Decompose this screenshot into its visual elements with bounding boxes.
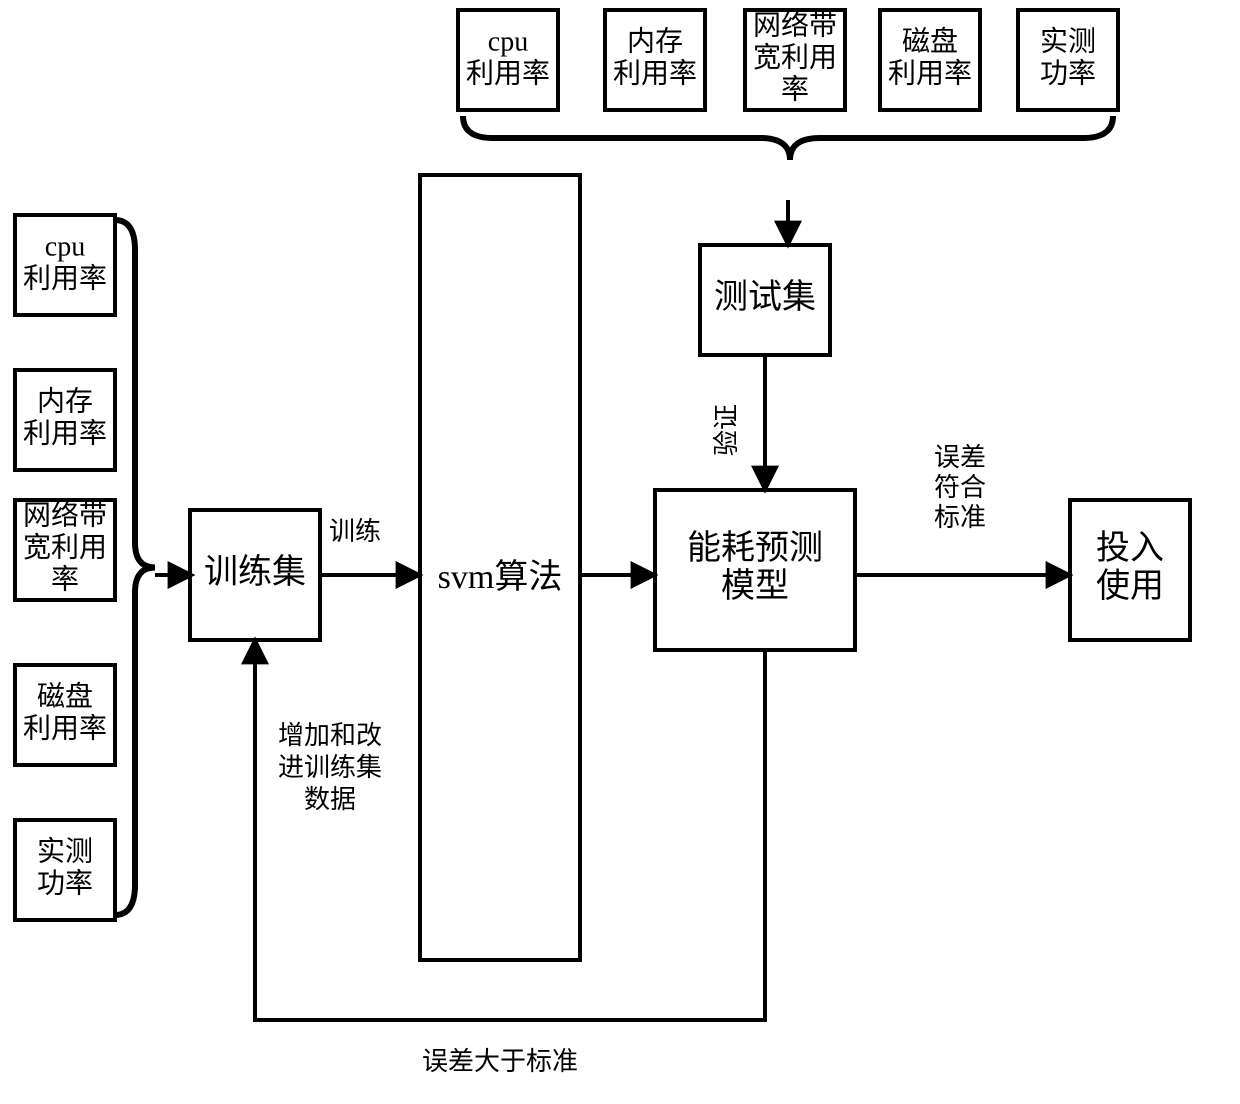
svg-text:符合: 符合 xyxy=(934,473,986,502)
svg-text:利用率: 利用率 xyxy=(23,417,107,449)
label-error-large: 误差大于标准 xyxy=(422,1047,578,1076)
svg-text:磁盘: 磁盘 xyxy=(37,680,93,712)
svg-text:利用率: 利用率 xyxy=(23,712,107,744)
svg-text:增加和改: 增加和改 xyxy=(278,721,382,750)
svg-text:训练集: 训练集 xyxy=(204,553,306,591)
svg-text:能耗预测: 能耗预测 xyxy=(687,529,823,567)
svg-text:实测: 实测 xyxy=(1040,25,1096,57)
svg-text:数据: 数据 xyxy=(304,785,356,814)
svg-text:误差: 误差 xyxy=(934,443,986,472)
svg-text:测试集: 测试集 xyxy=(714,278,816,316)
svg-text:利用率: 利用率 xyxy=(613,57,697,89)
svg-text:功率: 功率 xyxy=(37,867,93,899)
svg-text:利用率: 利用率 xyxy=(466,57,550,89)
label-train: 训练 xyxy=(329,517,381,546)
svg-text:cpu: cpu xyxy=(45,231,85,262)
svg-text:利用率: 利用率 xyxy=(888,57,972,89)
svg-text:模型: 模型 xyxy=(721,567,789,605)
svg-text:使用: 使用 xyxy=(1096,567,1164,605)
left-brace xyxy=(115,220,155,915)
svg-text:功率: 功率 xyxy=(1040,57,1096,89)
svg-text:利用率: 利用率 xyxy=(23,262,107,294)
svg-text:网络带: 网络带 xyxy=(23,499,107,531)
svg-text:svm算法: svm算法 xyxy=(438,558,563,596)
svg-text:标准: 标准 xyxy=(934,503,986,532)
svg-text:内存: 内存 xyxy=(627,25,683,57)
svg-text:投入: 投入 xyxy=(1096,529,1164,567)
svg-text:率: 率 xyxy=(781,73,809,105)
svg-text:内存: 内存 xyxy=(37,385,93,417)
svg-text:宽利用: 宽利用 xyxy=(753,41,837,73)
svg-text:cpu: cpu xyxy=(488,26,528,57)
svg-text:宽利用: 宽利用 xyxy=(23,531,107,563)
top-brace xyxy=(463,116,1113,160)
svg-text:网络带: 网络带 xyxy=(753,9,837,41)
svg-text:进训练集: 进训练集 xyxy=(278,753,382,782)
svg-text:率: 率 xyxy=(51,563,79,595)
svg-text:实测: 实测 xyxy=(37,835,93,867)
label-verify: 验证 xyxy=(712,404,741,456)
svg-text:磁盘: 磁盘 xyxy=(902,25,958,57)
